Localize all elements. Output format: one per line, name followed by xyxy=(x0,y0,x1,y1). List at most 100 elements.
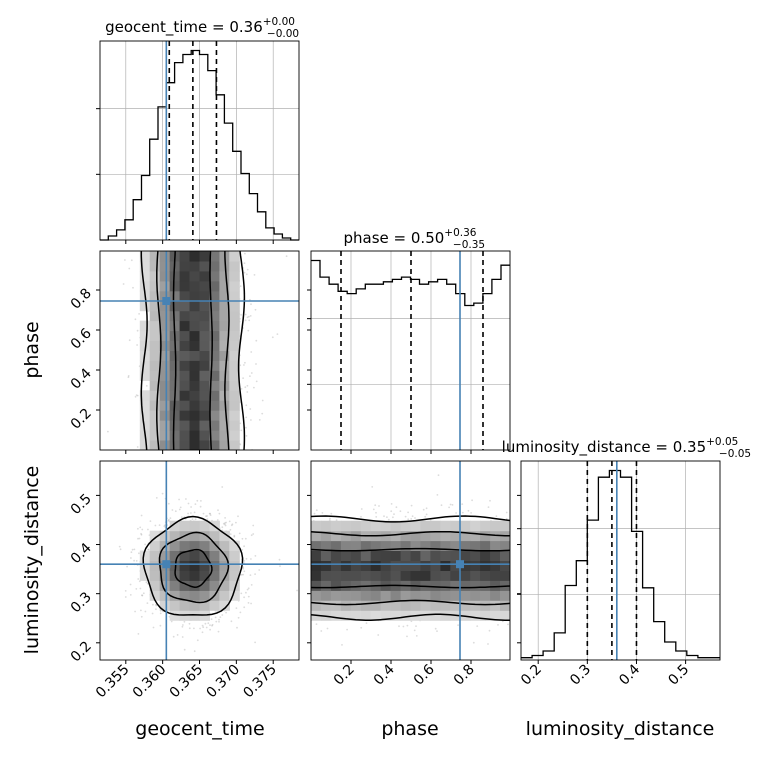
sample-point xyxy=(130,259,133,262)
sample-point xyxy=(374,504,377,507)
sample-point xyxy=(387,518,390,521)
sample-point xyxy=(140,615,143,618)
density-cell xyxy=(159,290,171,302)
sample-point xyxy=(406,635,408,638)
density-cell xyxy=(199,290,210,302)
density-cell xyxy=(179,400,190,411)
sample-point xyxy=(193,627,195,630)
sample-point xyxy=(218,620,220,623)
density-cell xyxy=(199,410,210,421)
sample-point xyxy=(152,603,154,606)
sample-point xyxy=(255,380,258,383)
density-cell xyxy=(179,330,190,341)
sample-point xyxy=(138,537,141,540)
sample-point xyxy=(205,626,208,629)
sample-point xyxy=(245,416,248,419)
sample-point xyxy=(136,329,139,332)
sample-point xyxy=(246,268,249,271)
sample-point xyxy=(254,641,256,644)
density-cell xyxy=(229,280,240,292)
sample-point xyxy=(190,506,193,508)
density-cell xyxy=(179,340,190,351)
density-cell xyxy=(209,261,220,272)
sample-point xyxy=(255,339,258,342)
sample-point xyxy=(168,518,170,521)
sample-point xyxy=(137,537,139,540)
sample-point xyxy=(174,510,177,513)
sample-point xyxy=(335,519,338,522)
sample-point xyxy=(487,643,489,645)
density-cell xyxy=(159,420,171,431)
sample-point xyxy=(196,499,199,502)
sample-point xyxy=(276,333,279,335)
sample-point xyxy=(191,518,194,521)
sample-point xyxy=(129,583,132,586)
density-cell xyxy=(199,390,210,401)
density-cell xyxy=(169,310,181,322)
sample-point xyxy=(247,602,250,604)
density-cell xyxy=(199,360,210,371)
sample-point xyxy=(235,607,238,609)
sample-point xyxy=(224,524,227,527)
density-cell xyxy=(199,600,210,611)
sample-point xyxy=(147,528,149,531)
sample-point xyxy=(425,513,428,516)
sample-point xyxy=(252,524,255,527)
sample-point xyxy=(138,313,141,315)
density-cell xyxy=(219,280,230,292)
density-cell xyxy=(189,420,200,431)
sample-point xyxy=(240,429,243,432)
sample-point xyxy=(406,624,409,627)
sample-point xyxy=(375,516,378,518)
density-cell xyxy=(199,540,210,551)
density-cell xyxy=(229,340,240,351)
sample-point xyxy=(411,515,414,518)
sample-point xyxy=(449,503,452,506)
sample-point xyxy=(222,522,225,525)
sample-point xyxy=(146,582,149,585)
sample-point xyxy=(187,502,190,505)
contour-line xyxy=(158,531,230,604)
sample-point xyxy=(261,399,264,402)
density-cell xyxy=(149,270,161,282)
sample-point xyxy=(242,567,245,570)
sample-point xyxy=(171,509,174,511)
density-cell xyxy=(219,360,230,371)
sample-point xyxy=(360,515,362,518)
sample-point xyxy=(178,498,181,501)
sample-point xyxy=(315,509,318,512)
sample-point xyxy=(250,602,253,605)
density-cell xyxy=(209,570,220,581)
sample-point xyxy=(223,523,226,526)
sample-point xyxy=(147,548,150,551)
sample-point xyxy=(437,474,440,477)
density-cell xyxy=(189,530,200,542)
density-cell xyxy=(189,290,200,302)
density-geocent-time-luminosity-distance xyxy=(100,461,299,660)
density-cell xyxy=(169,540,181,551)
sample-point xyxy=(135,394,138,396)
sample-point xyxy=(179,506,182,509)
sample-point xyxy=(371,486,374,488)
sample-point xyxy=(107,430,109,433)
density-cell xyxy=(189,590,200,601)
sample-point xyxy=(243,545,246,548)
sample-point xyxy=(130,551,133,554)
density-cell xyxy=(219,420,230,431)
density-cell xyxy=(219,310,230,322)
sample-point xyxy=(209,512,212,515)
density-cell xyxy=(199,350,210,361)
density-cell xyxy=(149,400,161,411)
density-cell xyxy=(219,320,230,332)
sample-point xyxy=(128,339,131,342)
density-cell xyxy=(209,390,220,401)
sample-point xyxy=(245,557,248,560)
sample-point xyxy=(221,614,224,616)
sample-point xyxy=(495,515,498,518)
density-cell xyxy=(209,550,220,561)
sample-point xyxy=(155,604,158,607)
density-cell xyxy=(179,520,190,532)
density-cell xyxy=(219,570,230,581)
density-cell xyxy=(169,440,181,450)
sample-point xyxy=(296,589,298,592)
